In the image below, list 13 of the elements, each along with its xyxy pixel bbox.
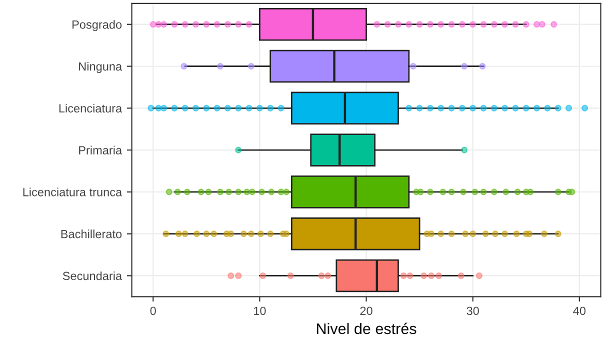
y-tick-label: Licenciatura: [59, 104, 122, 113]
y-tick-label: Bachillerato: [61, 230, 122, 238]
x-axis-title: Nivel de estrés: [317, 322, 416, 334]
y-tick-label: Ninguna: [79, 62, 122, 73]
y-tick-label: Secundaria: [62, 271, 122, 280]
x-tick-label: 20: [360, 306, 372, 316]
y-tick-label: Primaria: [79, 146, 122, 154]
y-tick-label: Posgrado: [72, 20, 122, 32]
y-tick-label: Licenciatura trunca: [23, 188, 122, 196]
x-tick-label: 30: [466, 306, 479, 316]
x-tick-label: 0: [150, 306, 156, 316]
x-tick-label: 10: [254, 306, 266, 316]
x-tick-label: 40: [573, 306, 586, 316]
